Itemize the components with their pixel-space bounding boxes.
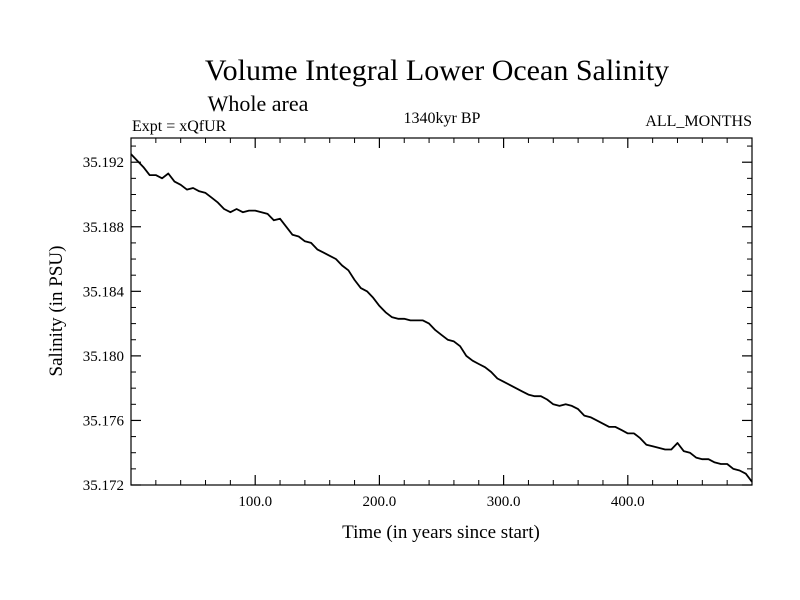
x-axis-label: Time (in years since start)	[342, 522, 540, 543]
axes: 100.0 200.0 300.0 400.0 35.172 35.176 35.180 35…	[83, 138, 753, 510]
plot-frame	[130, 137, 753, 486]
y-tick-label: 35.176	[83, 413, 125, 429]
period-label: 1340kyr BP	[404, 110, 481, 127]
months-label: ALL_MONTHS	[645, 113, 752, 130]
chart-subtitle: Whole area	[208, 91, 309, 116]
y-tick-label: 35.188	[83, 220, 124, 236]
x-tick-label: 100.0	[238, 494, 272, 510]
y-tick-label: 35.184	[83, 284, 125, 300]
salinity-series-line	[130, 153, 753, 483]
chart-title: Volume Integral Lower Ocean Salinity	[205, 54, 669, 87]
y-tick-label: 35.172	[83, 478, 124, 494]
x-tick-label: 200.0	[363, 494, 397, 510]
experiment-label: Expt = xQfUR	[132, 118, 227, 135]
x-tick-label: 400.0	[611, 494, 645, 510]
y-tick-label: 35.192	[83, 155, 124, 171]
x-tick-label: 300.0	[487, 494, 521, 510]
y-axis-label: Salinity (in PSU)	[46, 246, 67, 377]
y-tick-label: 35.180	[83, 349, 124, 365]
